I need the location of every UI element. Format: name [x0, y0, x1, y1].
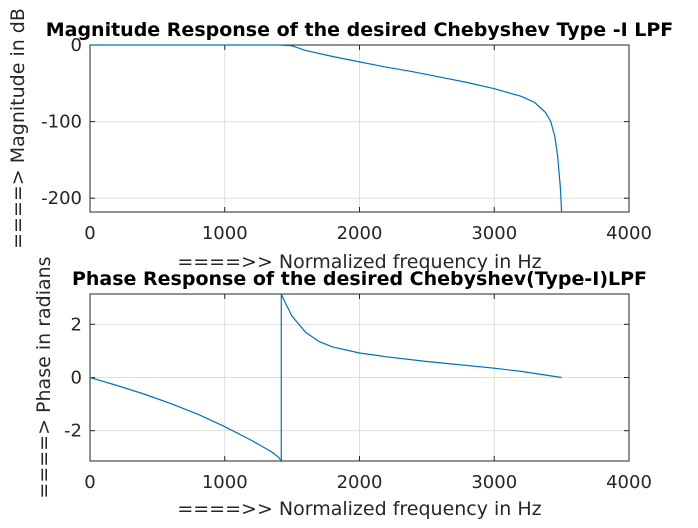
- phase-x-axis-label: ====>> Normalized frequency in Hz: [177, 498, 541, 520]
- phase-y-tick-label: -2: [64, 421, 82, 442]
- magnitude-x-tick-label: 0: [84, 223, 95, 244]
- phase-y-axis-label: ====> Phase in radians: [33, 256, 55, 498]
- phase-response-subplot: 0 1000 2000 3000 4000 2 0 -2 ====>> Normalized f…: [33, 256, 652, 520]
- magnitude-x-axis-label: ====>> Normalized frequency in Hz: [177, 251, 541, 273]
- phase-x-tick-label: 1000: [202, 472, 248, 493]
- phase-x-tick-label: 0: [84, 472, 95, 493]
- magnitude-x-tick-label: 2000: [337, 223, 383, 244]
- phase-x-tick-label: 3000: [471, 472, 517, 493]
- phase-x-tick-label: 2000: [337, 472, 383, 493]
- magnitude-chart-title: Magnitude Response of the desired Chebys…: [46, 19, 674, 41]
- magnitude-x-tick-label: 4000: [606, 223, 652, 244]
- phase-y-tick-label: 2: [71, 314, 82, 335]
- phase-chart-title: Phase Response of the desired Chebyshev(…: [72, 268, 647, 290]
- magnitude-x-tick-label: 3000: [471, 223, 517, 244]
- magnitude-y-tick-label: -100: [41, 112, 82, 133]
- magnitude-response-subplot: 0 1000 2000 3000 4000 0 -100 -200 ====>> Normali…: [7, 8, 673, 273]
- phase-y-tick-label: 0: [71, 368, 82, 389]
- magnitude-y-tick-label: -200: [41, 188, 82, 209]
- magnitude-x-tick-label: 1000: [202, 223, 248, 244]
- magnitude-y-axis-label: ====> Magnitude in dB: [7, 8, 29, 249]
- phase-x-tick-label: 4000: [606, 472, 652, 493]
- phase-series-line: [89, 293, 562, 463]
- magnitude-series-line: [90, 44, 563, 213]
- magnitude-y-tick-label: 0: [71, 35, 82, 56]
